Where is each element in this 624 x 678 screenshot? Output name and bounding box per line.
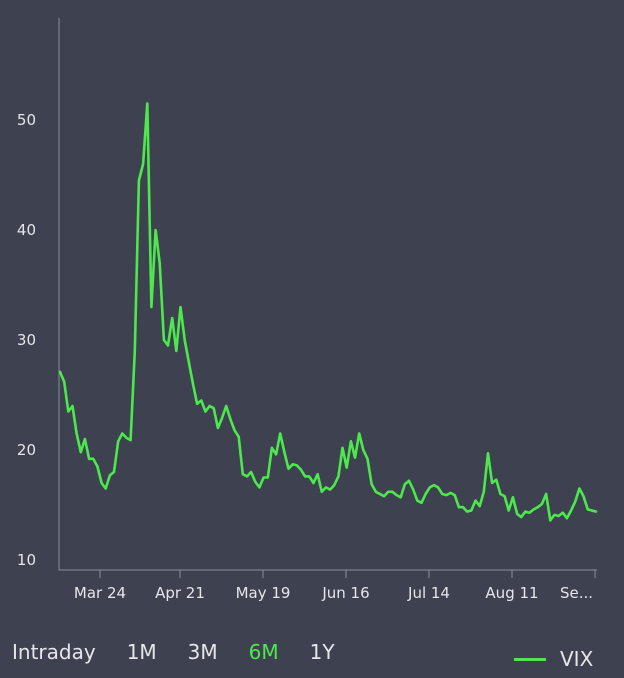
- x-tick-labels: Mar 24 Apr 21 May 19 Jun 16 Jul 14 Aug 11 Se..…: [74, 570, 596, 602]
- range-button-3m[interactable]: 3M: [187, 640, 218, 664]
- series-line-vix: [58, 102, 598, 522]
- x-tick-label: May 19: [236, 584, 291, 602]
- y-tick-label: 40: [17, 221, 36, 239]
- y-tick-label: 30: [17, 331, 36, 349]
- y-tick-labels: 10 20 30 40 50: [17, 111, 36, 569]
- x-tick-label: Mar 24: [74, 584, 126, 602]
- range-button-intraday[interactable]: Intraday: [12, 640, 96, 664]
- x-tick-label: Aug 11: [485, 584, 538, 602]
- chart-legend: VIX: [514, 647, 593, 671]
- vix-line-chart: 10 20 30 40 50 Mar 24 Apr 21 May 19 Jun 16 Jul 1…: [17, 18, 598, 602]
- x-tick-label: Se...: [560, 584, 593, 602]
- x-tick-label: Jun 16: [321, 584, 369, 602]
- x-tick-label: Apr 21: [155, 584, 205, 602]
- range-button-6m[interactable]: 6M: [248, 640, 279, 664]
- y-tick-label: 10: [17, 551, 36, 569]
- range-button-1m[interactable]: 1M: [126, 640, 157, 664]
- x-tick-label: Jul 14: [407, 584, 450, 602]
- range-button-1y[interactable]: 1Y: [309, 640, 335, 664]
- legend-label-vix: VIX: [560, 647, 594, 671]
- legend-swatch-vix: [514, 657, 546, 661]
- y-tick-label: 20: [17, 441, 36, 459]
- time-range-selector: Intraday 1M 3M 6M 1Y: [12, 640, 366, 664]
- y-tick-label: 50: [17, 111, 36, 129]
